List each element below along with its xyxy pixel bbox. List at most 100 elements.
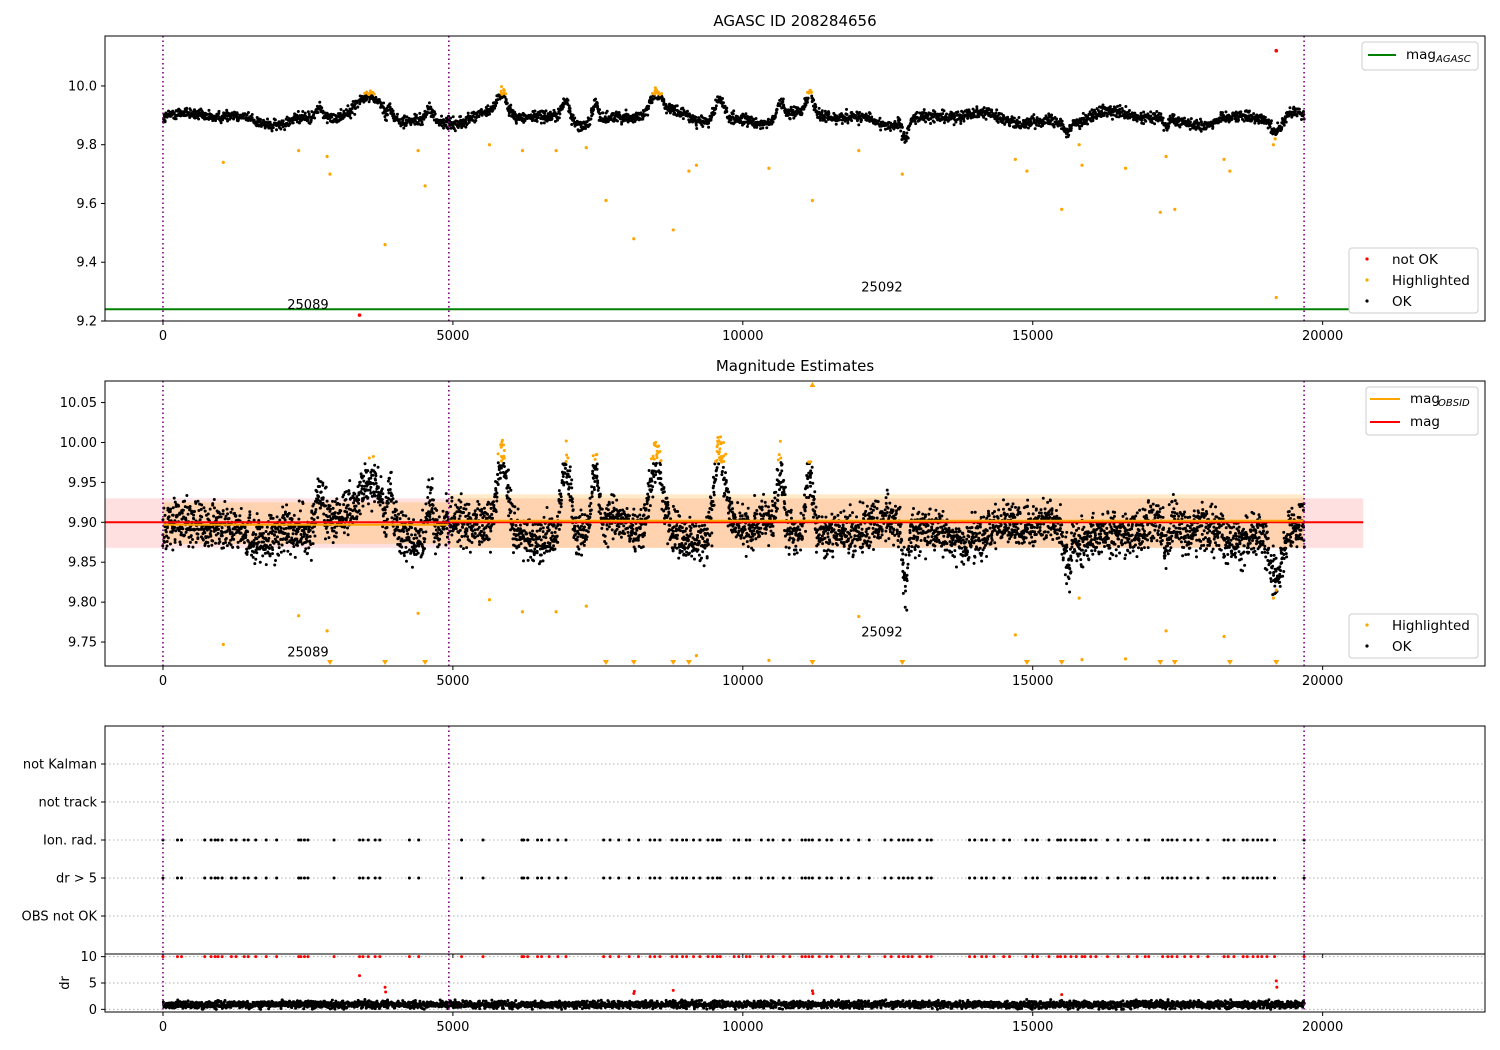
y-tick-label: 9.90 xyxy=(68,516,97,531)
highlighted-point xyxy=(416,148,420,153)
highlighted-point xyxy=(1080,163,1084,167)
highlighted-point xyxy=(328,172,332,176)
highlighted-point xyxy=(857,148,861,153)
legend-agasc-label: mag xyxy=(1406,47,1436,63)
highlighted-point xyxy=(1274,588,1278,592)
highlighted-point xyxy=(1273,137,1277,141)
highlighted-point xyxy=(1222,157,1226,162)
legend-obsid-label: mag xyxy=(1410,391,1440,407)
highlighted-point xyxy=(1164,154,1168,159)
dr-panel: 0 5 10 0 5000 10000 15000 20000 dr xyxy=(58,950,1486,1035)
highlighted-point xyxy=(554,610,558,614)
highlighted-point xyxy=(1274,295,1278,300)
y-tick-label: 10.05 xyxy=(60,396,97,411)
highlighted-point xyxy=(1060,207,1064,211)
highlighted-point xyxy=(487,143,492,147)
highlighted-point xyxy=(584,146,588,150)
x-tick-label: 20000 xyxy=(1302,1020,1343,1035)
highlighted-point xyxy=(694,654,699,658)
highlighted-points xyxy=(363,85,813,97)
highlighted-point xyxy=(1173,207,1177,211)
highlighted-point xyxy=(1025,169,1029,173)
y-tick-label: 9.85 xyxy=(68,556,97,571)
agasc-panel: AGASC ID 208284656 25089 25092 0 5000 10000… xyxy=(68,12,1486,344)
dr-high-point xyxy=(1060,993,1064,997)
highlighted-point xyxy=(604,198,608,203)
not-ok-point xyxy=(1274,48,1279,53)
highlighted-point xyxy=(767,166,771,170)
x-tick-label: 5000 xyxy=(436,674,469,689)
dr-high-point xyxy=(1274,979,1278,983)
legend-highlighted-marker xyxy=(1365,623,1369,627)
x-tick-label: 15000 xyxy=(1012,329,1053,344)
flag-row-label: not track xyxy=(38,796,97,811)
below-axis-marker xyxy=(630,660,637,665)
highlighted-point xyxy=(1158,210,1162,214)
above-axis-marker xyxy=(809,382,816,387)
below-axis-marker xyxy=(1226,660,1233,665)
highlighted-point xyxy=(857,614,861,619)
highlighted-point xyxy=(520,610,525,614)
dr-high-point xyxy=(384,990,388,994)
x-tick-label: 0 xyxy=(159,1020,167,1035)
highlighted-point xyxy=(1080,658,1084,662)
highlighted-point xyxy=(1077,596,1081,600)
highlighted-point xyxy=(325,629,329,633)
highlighted-point xyxy=(1271,596,1275,600)
below-axis-marker xyxy=(1273,660,1280,665)
magnitude-panel: Magnitude Estimates 25089 25092 0 5000 1000… xyxy=(60,357,1486,689)
highlighted-point xyxy=(671,228,675,232)
highlighted-point xyxy=(1271,143,1275,147)
y-tick-label: 9.80 xyxy=(68,596,97,611)
x-tick-label: 20000 xyxy=(1302,329,1343,344)
dr-high-point xyxy=(671,988,675,992)
y-tick-label: 9.4 xyxy=(76,256,97,271)
below-axis-marker xyxy=(602,660,609,665)
below-axis-marker xyxy=(1157,660,1164,665)
x-tick-label: 5000 xyxy=(436,329,469,344)
legend-upper: mag OBSID mag xyxy=(1365,386,1479,436)
y-tick-label: 9.95 xyxy=(68,476,97,491)
y-tick-label: 9.6 xyxy=(76,197,97,212)
highlighted-point xyxy=(423,184,427,188)
legend-lower: not OK Highlighted OK xyxy=(1348,247,1479,314)
flag-row-label: dr > 5 xyxy=(56,872,97,887)
highlighted-points xyxy=(367,435,813,464)
y-tick-label: 9.75 xyxy=(68,636,97,651)
legend-lower: Highlighted OK xyxy=(1348,613,1479,659)
dr-high-point xyxy=(383,985,387,989)
dr-high-point xyxy=(810,989,814,993)
below-axis-marker xyxy=(326,660,333,665)
dr-axis-label: dr xyxy=(58,976,73,990)
x-tick-label: 10000 xyxy=(722,674,763,689)
highlighted-point xyxy=(632,237,636,241)
dr-high-point xyxy=(811,992,815,996)
highlighted-point xyxy=(520,148,525,153)
highlighted-point xyxy=(767,658,771,663)
highlighted-point xyxy=(810,198,814,203)
x-tick-label: 0 xyxy=(159,674,167,689)
panel2-title: Magnitude Estimates xyxy=(716,357,874,375)
highlighted-point xyxy=(1222,634,1226,639)
y-tick-label: 10.0 xyxy=(68,79,97,94)
highlighted-point xyxy=(487,598,492,602)
legend-mag-label: mag xyxy=(1410,414,1440,430)
y-tick-label: 0 xyxy=(89,1003,97,1018)
highlighted-point xyxy=(221,642,225,647)
legend-highlighted-label: Highlighted xyxy=(1392,273,1470,289)
not-ok-point xyxy=(357,313,362,317)
obsid-label: 25092 xyxy=(861,625,902,640)
y-tick-label: 10 xyxy=(80,950,97,965)
below-axis-marker xyxy=(809,660,816,665)
y-tick-label: 5 xyxy=(89,977,97,992)
x-tick-label: 0 xyxy=(159,329,167,344)
below-axis-marker xyxy=(1058,660,1065,665)
highlighted-point xyxy=(1164,629,1168,633)
highlighted-point xyxy=(687,169,691,173)
legend-upper: mag AGASC xyxy=(1361,41,1479,71)
x-tick-label: 15000 xyxy=(1012,674,1053,689)
obsid-label: 25092 xyxy=(861,281,902,296)
highlighted-point xyxy=(1013,633,1017,637)
legend-highlighted-label: Highlighted xyxy=(1392,618,1470,634)
